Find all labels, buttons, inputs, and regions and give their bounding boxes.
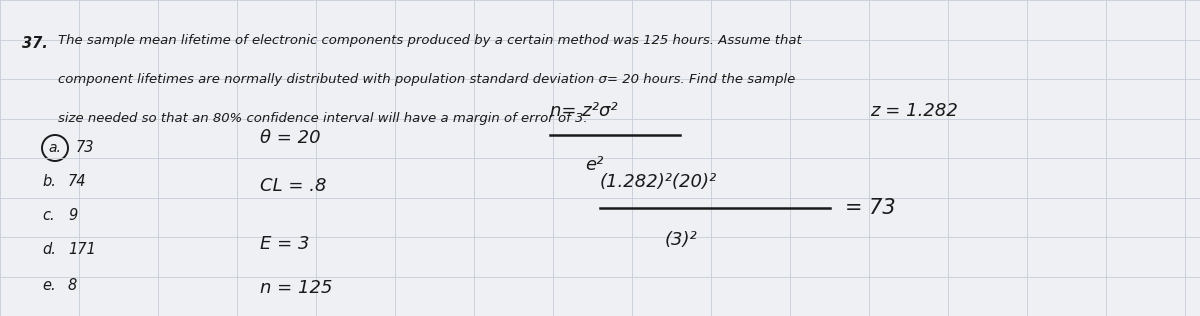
Text: 171: 171: [68, 242, 96, 258]
Text: 8: 8: [68, 278, 77, 294]
Text: b.: b.: [42, 174, 56, 190]
Text: 73: 73: [76, 141, 95, 155]
Text: = 73: = 73: [845, 198, 895, 218]
Text: e.: e.: [42, 278, 55, 294]
Text: θ = 20: θ = 20: [260, 129, 320, 147]
Text: z = 1.282: z = 1.282: [870, 102, 958, 120]
Text: CL = .8: CL = .8: [260, 177, 326, 195]
Text: e²: e²: [586, 156, 604, 174]
Text: E = 3: E = 3: [260, 235, 310, 253]
Text: n= z²σ²: n= z²σ²: [550, 102, 618, 120]
Text: size needed so that an 80% confidence interval will have a margin of error of 3.: size needed so that an 80% confidence in…: [58, 112, 588, 125]
Text: n = 125: n = 125: [260, 279, 332, 297]
Text: (1.282)²(20)²: (1.282)²(20)²: [600, 173, 718, 191]
Text: (3)²: (3)²: [665, 231, 697, 249]
Text: 37.: 37.: [22, 36, 48, 51]
Text: component lifetimes are normally distributed with population standard deviation : component lifetimes are normally distrib…: [58, 73, 796, 86]
Text: c.: c.: [42, 209, 55, 223]
Text: d.: d.: [42, 242, 56, 258]
Text: 74: 74: [68, 174, 86, 190]
Text: a.: a.: [48, 141, 61, 155]
Text: The sample mean lifetime of electronic components produced by a certain method w: The sample mean lifetime of electronic c…: [58, 34, 802, 47]
Text: 9: 9: [68, 209, 77, 223]
